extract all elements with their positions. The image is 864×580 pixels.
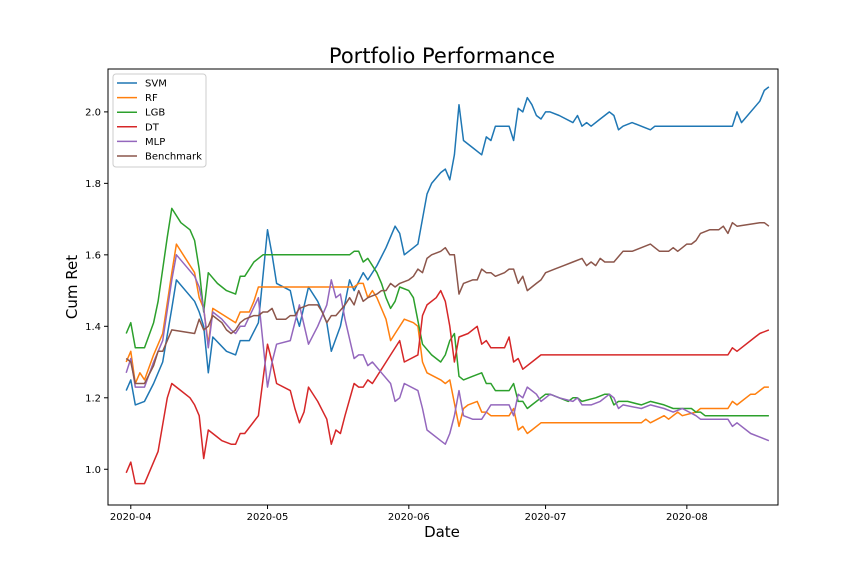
x-tick-label: 2020-07 bbox=[525, 512, 567, 523]
legend-label-benchmark: Benchmark bbox=[145, 152, 202, 163]
x-axis-ticks: 2020-04 2020-05 2020-06 2020-07 2020-08 bbox=[110, 505, 708, 523]
series-line-dt bbox=[125, 289, 770, 485]
legend-label-rf: RF bbox=[145, 93, 158, 104]
series-line-lgb bbox=[125, 207, 769, 417]
chart-title: Portfolio Performance bbox=[329, 44, 555, 68]
legend-label-lgb: LGB bbox=[145, 108, 165, 119]
y-tick-label: 1.4 bbox=[85, 322, 101, 333]
y-tick-label: 1.8 bbox=[85, 179, 101, 190]
series-line-benchmark bbox=[125, 221, 770, 385]
legend-label-svm: SVM bbox=[145, 79, 167, 90]
series-lines bbox=[125, 86, 770, 485]
x-tick-label: 2020-08 bbox=[666, 512, 708, 523]
y-axis-ticks: 1.0 1.2 1.4 1.6 1.8 2.0 bbox=[85, 107, 108, 476]
plot-frame bbox=[107, 68, 779, 506]
series-line-mlp bbox=[125, 254, 770, 445]
x-tick-label: 2020-06 bbox=[388, 512, 430, 523]
y-tick-label: 2.0 bbox=[85, 107, 101, 118]
legend: SVM RF LGB DT MLP Benchmark bbox=[112, 73, 207, 168]
y-tick-label: 1.2 bbox=[85, 393, 101, 404]
y-tick-label: 1.6 bbox=[85, 250, 101, 261]
legend-label-dt: DT bbox=[145, 122, 160, 133]
x-axis-label: Date bbox=[424, 523, 460, 541]
y-axis-label: Cum Ret bbox=[63, 255, 81, 319]
legend-label-mlp: MLP bbox=[145, 137, 165, 148]
series-line-svm bbox=[125, 86, 770, 406]
x-tick-label: 2020-04 bbox=[110, 512, 152, 523]
x-tick-label: 2020-05 bbox=[247, 512, 289, 523]
y-tick-label: 1.0 bbox=[85, 465, 101, 476]
